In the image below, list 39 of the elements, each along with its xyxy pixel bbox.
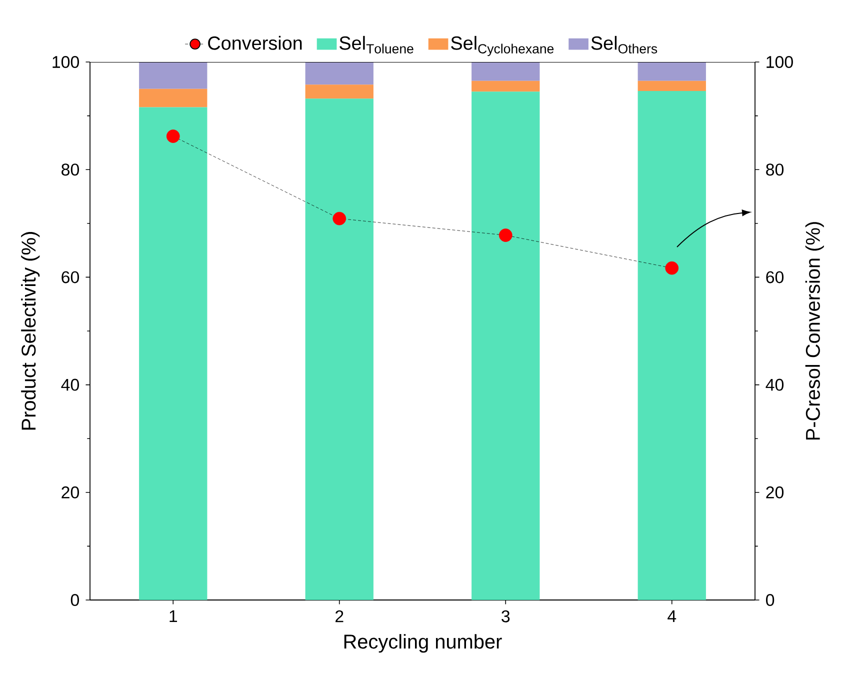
y-axis-title: Product Selectivity (%) — [21, 232, 40, 430]
y-tick-label: 20 — [62, 486, 79, 498]
point — [665, 261, 679, 275]
y2-tick-label: 0 — [766, 594, 774, 606]
y2-axis-title: P-Cresol Conversion (%) — [805, 222, 824, 440]
bar — [305, 84, 374, 99]
y-tick-label: 40 — [61, 378, 79, 391]
x-tick-label: 2 — [336, 610, 344, 622]
y-tick-label: 60 — [62, 271, 79, 284]
x-tick-label: 4 — [668, 610, 676, 622]
y2-tick-label: 60 — [766, 271, 784, 284]
legend-label: $\mathrm{Sel}_{\mathrm{Toluene}}$ — [340, 36, 414, 54]
y-tick-label: 0 — [70, 594, 79, 606]
bar — [305, 62, 374, 85]
x-tick-label: 1 — [170, 610, 178, 622]
bar — [139, 107, 208, 600]
bar — [305, 98, 374, 600]
legend-label: $\mathrm{Sel}_{\mathrm{Others}}$ — [591, 36, 658, 54]
y-tick-label: 100 — [52, 56, 79, 68]
bar — [472, 92, 540, 600]
bar — [638, 62, 706, 81]
point — [498, 228, 512, 242]
point — [166, 130, 180, 143]
legend-label: $\mathrm{Sel}_{\mathrm{Cyclohexane}}$ — [451, 36, 554, 56]
bar — [638, 91, 706, 600]
y2-tick-label: 80 — [766, 164, 784, 176]
x-axis-title: Recycling number — [344, 634, 502, 653]
y2-tick-label: 20 — [766, 486, 784, 498]
x-tick-label: 3 — [502, 610, 510, 622]
bar — [139, 88, 208, 108]
y2-tick-label: 100 — [766, 56, 793, 68]
legend-label: Conversion — [208, 36, 302, 50]
y-tick-label: 80 — [62, 164, 79, 176]
y2-tick-label: 40 — [766, 378, 784, 391]
bar — [139, 62, 208, 89]
bar — [472, 80, 540, 92]
bar — [472, 62, 540, 81]
point — [332, 212, 346, 226]
bar — [638, 80, 706, 92]
